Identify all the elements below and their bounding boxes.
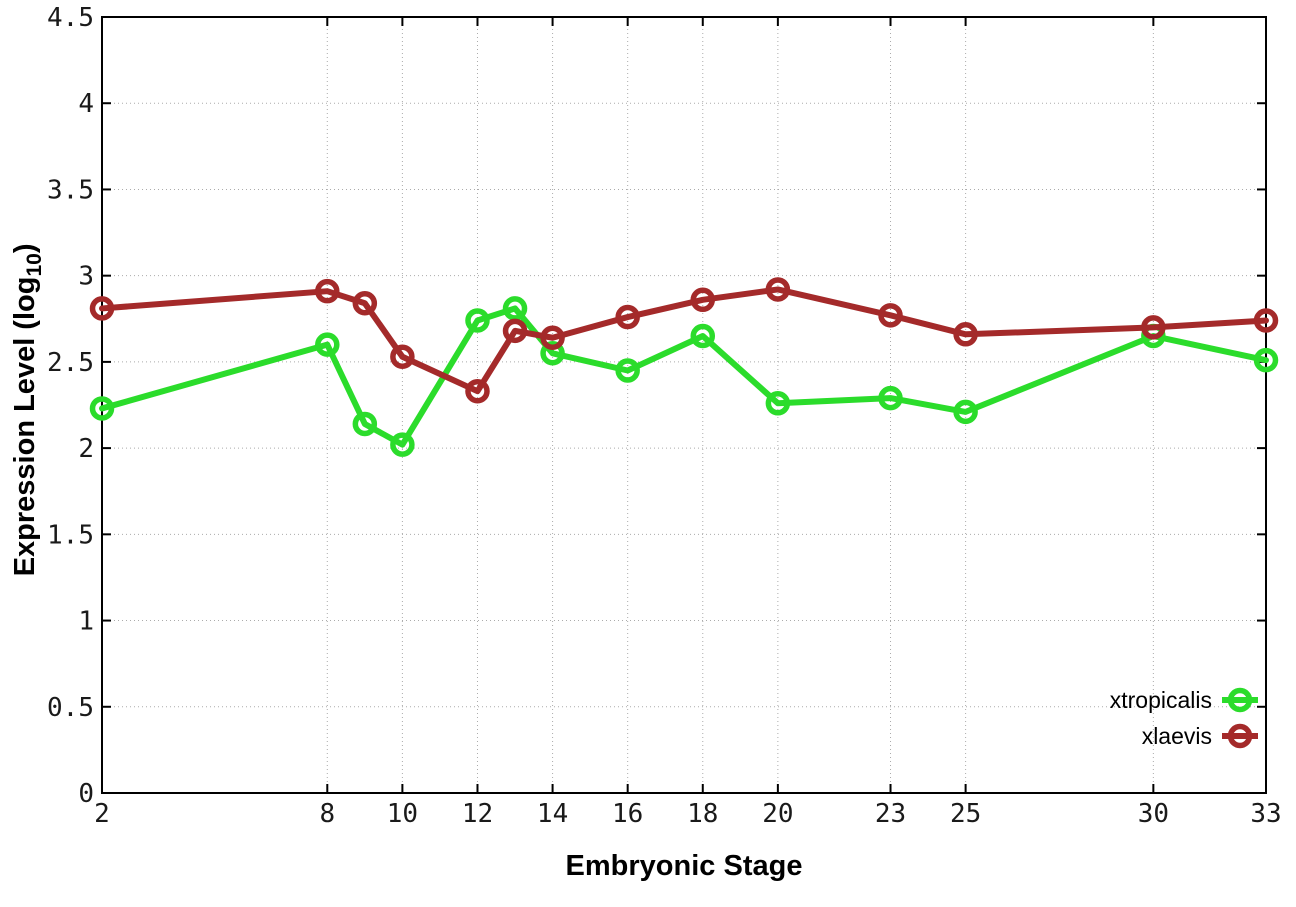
data-point-xlaevis: [315, 278, 340, 304]
x-tick-label: 23: [875, 799, 906, 829]
data-point-xtropicalis: [615, 358, 640, 383]
x-tick-label: 14: [537, 799, 568, 829]
y-axis-title-text: Expression Level (log: [9, 276, 42, 577]
data-point-xtropicalis: [1253, 347, 1279, 373]
data-point-xtropicalis: [502, 296, 528, 321]
x-tick-label: 18: [687, 799, 718, 829]
y-tick-label: 2.5: [47, 348, 94, 378]
data-point-xtropicalis: [465, 308, 490, 333]
x-tick-label: 12: [462, 799, 493, 829]
x-tick-label: 8: [319, 799, 335, 829]
data-point-xtropicalis: [765, 391, 791, 416]
y-tick-label: 3: [78, 262, 94, 292]
x-axis-title: Embryonic Stage: [565, 850, 803, 882]
data-point-xlaevis: [352, 291, 378, 316]
data-point-xtropicalis: [390, 432, 415, 457]
y-tick-label: 1.5: [47, 520, 94, 550]
y-tick-label: 2: [78, 434, 94, 464]
data-point-xtropicalis: [89, 396, 115, 421]
x-tick-label: 30: [1138, 799, 1169, 829]
data-point-xtropicalis: [352, 411, 378, 437]
legend-label-xtropicalis: xtropicalis: [1110, 687, 1212, 713]
y-tick-label: 3.5: [47, 175, 94, 205]
y-tick-label: 0: [78, 779, 94, 809]
data-point-xlaevis: [502, 318, 528, 344]
y-tick-label: 0.5: [47, 693, 94, 723]
data-point-xlaevis: [953, 322, 978, 347]
x-tick-label: 10: [387, 799, 418, 829]
y-tick-label: 1: [78, 607, 94, 637]
data-point-xtropicalis: [315, 332, 340, 357]
x-tick-label: 16: [612, 799, 643, 829]
data-point-xtropicalis: [953, 399, 978, 425]
x-tick-label: 2: [94, 799, 110, 829]
y-tick-label: 4: [78, 89, 94, 119]
y-tick-label: 4.5: [47, 3, 94, 33]
data-point-xtropicalis: [878, 385, 903, 411]
y-axis-title-subscript: 10: [22, 253, 46, 277]
plot-border: [101, 16, 1267, 794]
series-line-xlaevis: [99, 286, 1269, 395]
data-point-xlaevis: [89, 296, 115, 321]
data-point-xlaevis: [1141, 315, 1166, 340]
x-tick-label: 20: [762, 799, 793, 829]
data-point-xtropicalis: [690, 323, 716, 349]
data-point-xlaevis: [615, 304, 640, 330]
data-point-xtropicalis: [540, 341, 565, 366]
legend-sample-marker-xtropicalis: [1227, 687, 1253, 713]
data-point-xlaevis: [690, 287, 716, 313]
x-tick-label: 33: [1250, 799, 1281, 829]
data-point-xlaevis: [1253, 308, 1279, 333]
data-point-xlaevis: [878, 303, 903, 328]
data-point-xlaevis: [465, 378, 490, 404]
y-axis-title: Expression Level (log10): [9, 170, 47, 650]
data-point-xlaevis: [390, 344, 415, 369]
data-point-xlaevis: [540, 325, 565, 350]
data-point-xlaevis: [765, 277, 791, 302]
x-tick-label: 25: [950, 799, 981, 829]
legend-label-xlaevis: xlaevis: [1142, 723, 1212, 749]
y-axis-title-suffix: ): [9, 243, 42, 254]
legend-sample-marker-xlaevis: [1227, 723, 1253, 749]
